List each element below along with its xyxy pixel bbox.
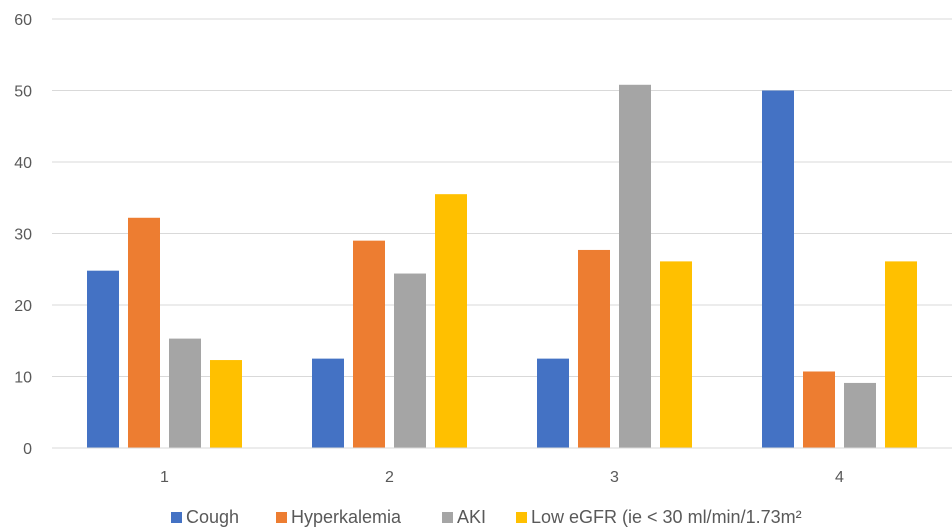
bar-low-4 [885,261,917,448]
y-tick-label: 40 [14,155,32,172]
x-tick-label: 3 [610,469,619,486]
bar-hyperkalemia-2 [353,240,385,448]
legend-swatch [276,512,287,523]
bar-low-1 [210,360,242,448]
bar-cough-3 [537,358,569,448]
legend: Cough Hyperkalemia AKI Low eGFR (ie < 30 ml… [171,507,802,527]
bar-aki-4 [844,382,876,448]
bar-cough-2 [312,358,344,448]
legend-item: AKI [442,507,486,527]
legend-item: Cough [171,507,239,527]
legend-label: Cough [186,507,239,527]
y-tick-label: 0 [23,441,32,458]
bars [87,84,917,448]
bar-low-3 [660,261,692,448]
bar-hyperkalemia-4 [803,371,835,448]
y-axis-tick-labels: 0 10 20 30 40 50 60 [14,12,32,458]
y-tick-label: 20 [14,298,32,315]
legend-label: Low eGFR (ie < 30 ml/min/1.73m² [531,507,802,527]
legend-item: Low eGFR (ie < 30 ml/min/1.73m² [516,507,802,527]
bar-hyperkalemia-3 [578,249,610,448]
bar-cough-1 [87,270,119,448]
legend-swatch [171,512,182,523]
x-axis-tick-labels: 1 2 3 4 [160,469,844,486]
bar-hyperkalemia-1 [128,217,160,448]
legend-item: Hyperkalemia [276,507,402,527]
bar-low-2 [435,194,467,448]
y-tick-label: 60 [14,12,32,29]
y-tick-label: 50 [14,84,32,101]
bar-aki-2 [394,273,426,448]
x-tick-label: 1 [160,469,169,486]
bar-cough-4 [762,90,794,448]
bar-aki-3 [619,84,651,448]
legend-label: AKI [457,507,486,527]
legend-swatch [516,512,527,523]
legend-swatch [442,512,453,523]
legend-label: Hyperkalemia [291,507,402,527]
y-tick-label: 30 [14,227,32,244]
x-tick-label: 2 [385,469,394,486]
x-tick-label: 4 [835,469,844,486]
gridlines [52,18,952,377]
bar-aki-1 [169,338,201,448]
y-tick-label: 10 [14,370,32,387]
